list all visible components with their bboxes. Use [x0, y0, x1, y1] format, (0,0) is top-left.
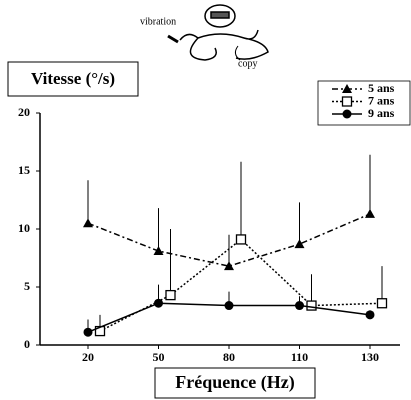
marker [342, 109, 352, 119]
x-axis-title: Fréquence (Hz) [175, 372, 294, 393]
legend-label: 7 ans [368, 93, 395, 107]
y-tick-label: 5 [24, 279, 30, 293]
legend-label: 9 ans [368, 106, 395, 120]
legend-label: 5 ans [368, 81, 395, 95]
y-tick-label: 20 [18, 105, 30, 119]
marker [83, 327, 93, 337]
illustration-label: copy [238, 58, 257, 69]
y-tick-label: 10 [18, 221, 30, 235]
y-title-box [7, 61, 139, 97]
marker [83, 218, 93, 228]
marker [153, 246, 164, 256]
x-tick-label: 130 [361, 350, 379, 364]
marker [365, 310, 375, 320]
marker [376, 298, 388, 309]
marker [365, 208, 375, 218]
illustration [167, 4, 269, 61]
x-tick-label: 80 [223, 350, 235, 364]
x-tick-label: 110 [291, 350, 308, 364]
marker [342, 84, 352, 93]
marker [306, 300, 317, 311]
marker [235, 234, 247, 245]
series-line [87, 213, 371, 267]
y-axis-title: Vitesse (°/s) [31, 69, 115, 88]
legend-box [317, 80, 411, 126]
marker [295, 301, 304, 311]
marker [341, 96, 353, 107]
illustration-label: vibration [140, 16, 176, 27]
marker [165, 289, 176, 301]
marker [224, 261, 234, 271]
x-title-box [154, 367, 316, 399]
x-tick-label: 50 [153, 350, 165, 364]
marker [224, 301, 234, 311]
marker [154, 298, 163, 308]
marker [294, 239, 305, 249]
x-tick-label: 20 [82, 350, 94, 364]
y-tick-label: 0 [24, 337, 30, 351]
y-tick-label: 15 [18, 163, 30, 177]
series-line [99, 238, 383, 332]
